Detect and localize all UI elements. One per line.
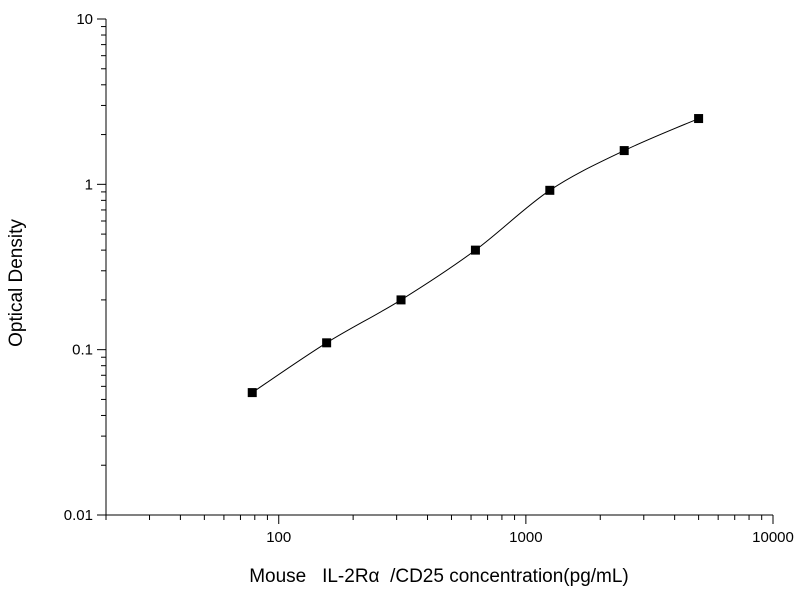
axes-layer [97,18,774,524]
y-tick-label: 0.1 [72,342,93,359]
fit-curve-layer [251,118,699,394]
x-axis-title: Mouse IL-2Rα /CD25 concentration(pg/mL) [249,566,629,587]
data-point [619,146,629,156]
fit-curve [251,118,699,394]
x-tick-label: 1000 [509,529,542,546]
data-point [396,295,406,305]
data-point [694,114,704,124]
x-tick-label: 100 [266,529,291,546]
y-axis-title: Optical Density [6,219,27,347]
data-points-layer [247,114,704,398]
data-point [545,185,555,195]
data-point [470,245,480,255]
x-tick-label: 10000 [752,529,794,546]
y-tick-label: 1 [85,176,93,193]
y-tick-label: 0.01 [64,507,93,524]
y-tick-label: 10 [76,11,93,28]
data-point [322,338,332,348]
tick-labels-layer: 100 1000 10000 0.01 0.1 1 10 [64,11,794,546]
data-point [247,388,257,398]
